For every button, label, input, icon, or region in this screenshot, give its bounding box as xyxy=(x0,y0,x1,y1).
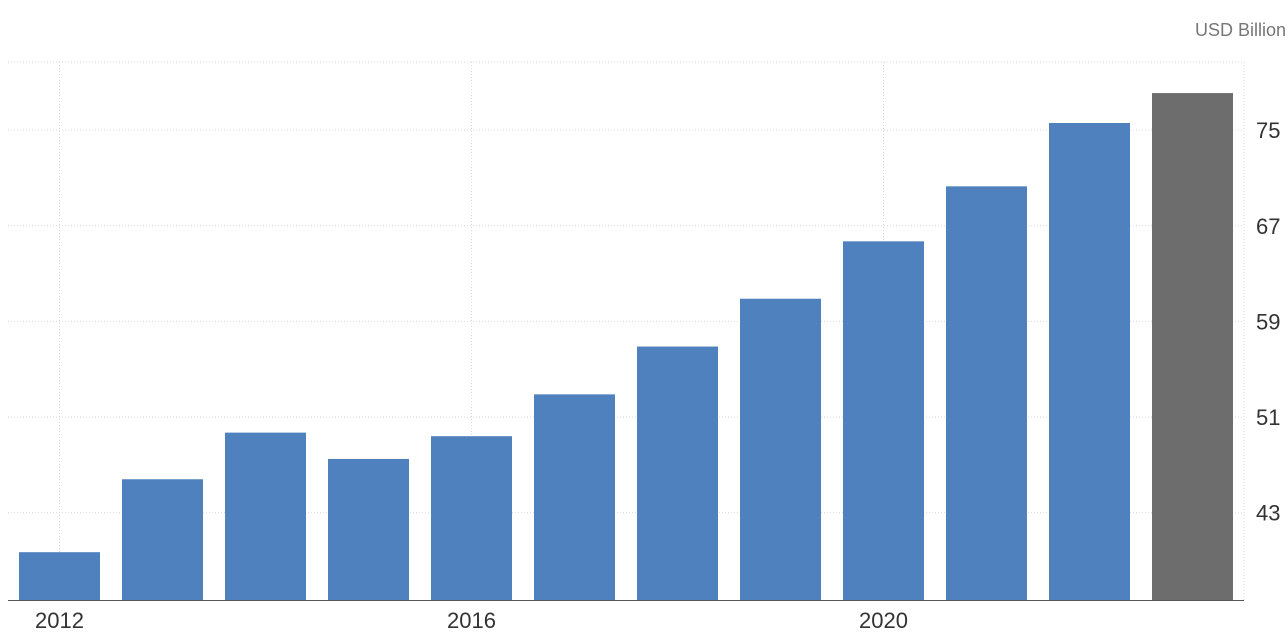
y-tick-label: 75 xyxy=(1256,118,1280,143)
bar-2023 xyxy=(1152,93,1233,600)
bar-2015 xyxy=(328,458,409,600)
x-tick-label: 2020 xyxy=(859,608,908,632)
bar-2016 xyxy=(431,436,512,600)
bar-2018 xyxy=(637,346,718,600)
bar-2022 xyxy=(1049,122,1130,601)
bar-2021 xyxy=(946,186,1027,601)
bar-2019 xyxy=(740,298,821,600)
bar-2014 xyxy=(225,432,306,600)
bar-2012 xyxy=(19,552,100,600)
bar-2017 xyxy=(534,394,615,600)
y-tick-label: 51 xyxy=(1256,405,1280,430)
bar-2020 xyxy=(843,241,924,601)
bar-2013 xyxy=(122,479,203,600)
y-axis-unit-label: USD Billion xyxy=(1194,20,1286,40)
x-tick-label: 2016 xyxy=(447,608,496,632)
y-tick-label: 43 xyxy=(1256,501,1280,526)
y-tick-label: 67 xyxy=(1256,214,1280,239)
y-tick-label: 59 xyxy=(1256,309,1280,334)
x-tick-label: 2012 xyxy=(35,608,84,632)
